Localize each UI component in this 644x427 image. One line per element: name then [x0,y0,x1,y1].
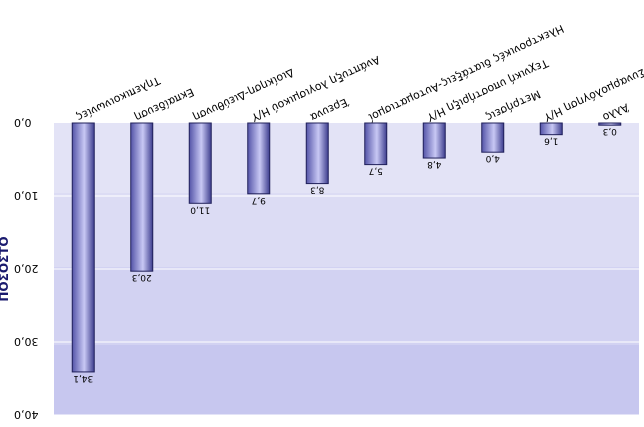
y-tick-label: 20,0 [14,262,39,275]
bar [598,122,622,126]
bar-value-label: 34,1 [73,373,93,383]
bar-value-label: 11,0 [190,204,210,214]
y-tick-label: 30,0 [14,335,39,348]
bar-value-label: 4,0 [485,153,500,163]
bar-value-label: 4,8 [427,159,442,169]
category-label: Διοίκηση-Διεύθυνση [191,66,296,124]
y-tick-label: 0,0 [14,116,32,129]
bar [247,122,271,195]
category-label: Άλλο [600,101,631,124]
y-tick-label: 10,0 [14,189,39,202]
bar-value-label: 0,3 [603,126,617,136]
bar-value-label: 8,3 [310,185,324,195]
bars [71,122,622,373]
bar [130,122,154,272]
category-label: Έρευνα [308,95,351,124]
bar [364,122,388,166]
bar-value-labels: 34,1 20,3 11,0 9,7 8,3 5,7 4,8 4,0 1,6 0,3 [73,126,617,383]
bar [422,122,446,159]
y-axis-title: ΠΟΣΟΣΤΟ [0,236,11,301]
bar [481,122,505,153]
bar [305,122,329,185]
category-labels: ΤηλεπικοινωνίεςΕκπαίδευσηΔιοίκηση-Διεύθυ… [74,22,644,124]
y-tick-label: 40,0 [14,408,39,421]
bar-value-label: 9,7 [252,195,266,205]
bar [71,122,95,373]
y-axis-ticks: 0,0 10,0 20,0 30,0 40,0 [14,116,39,421]
bar-value-label: 20,3 [132,272,152,282]
bar-value-label: 1,6 [544,136,559,146]
bar [539,122,563,136]
bar-value-label: 5,7 [369,166,383,176]
bar [188,122,212,204]
